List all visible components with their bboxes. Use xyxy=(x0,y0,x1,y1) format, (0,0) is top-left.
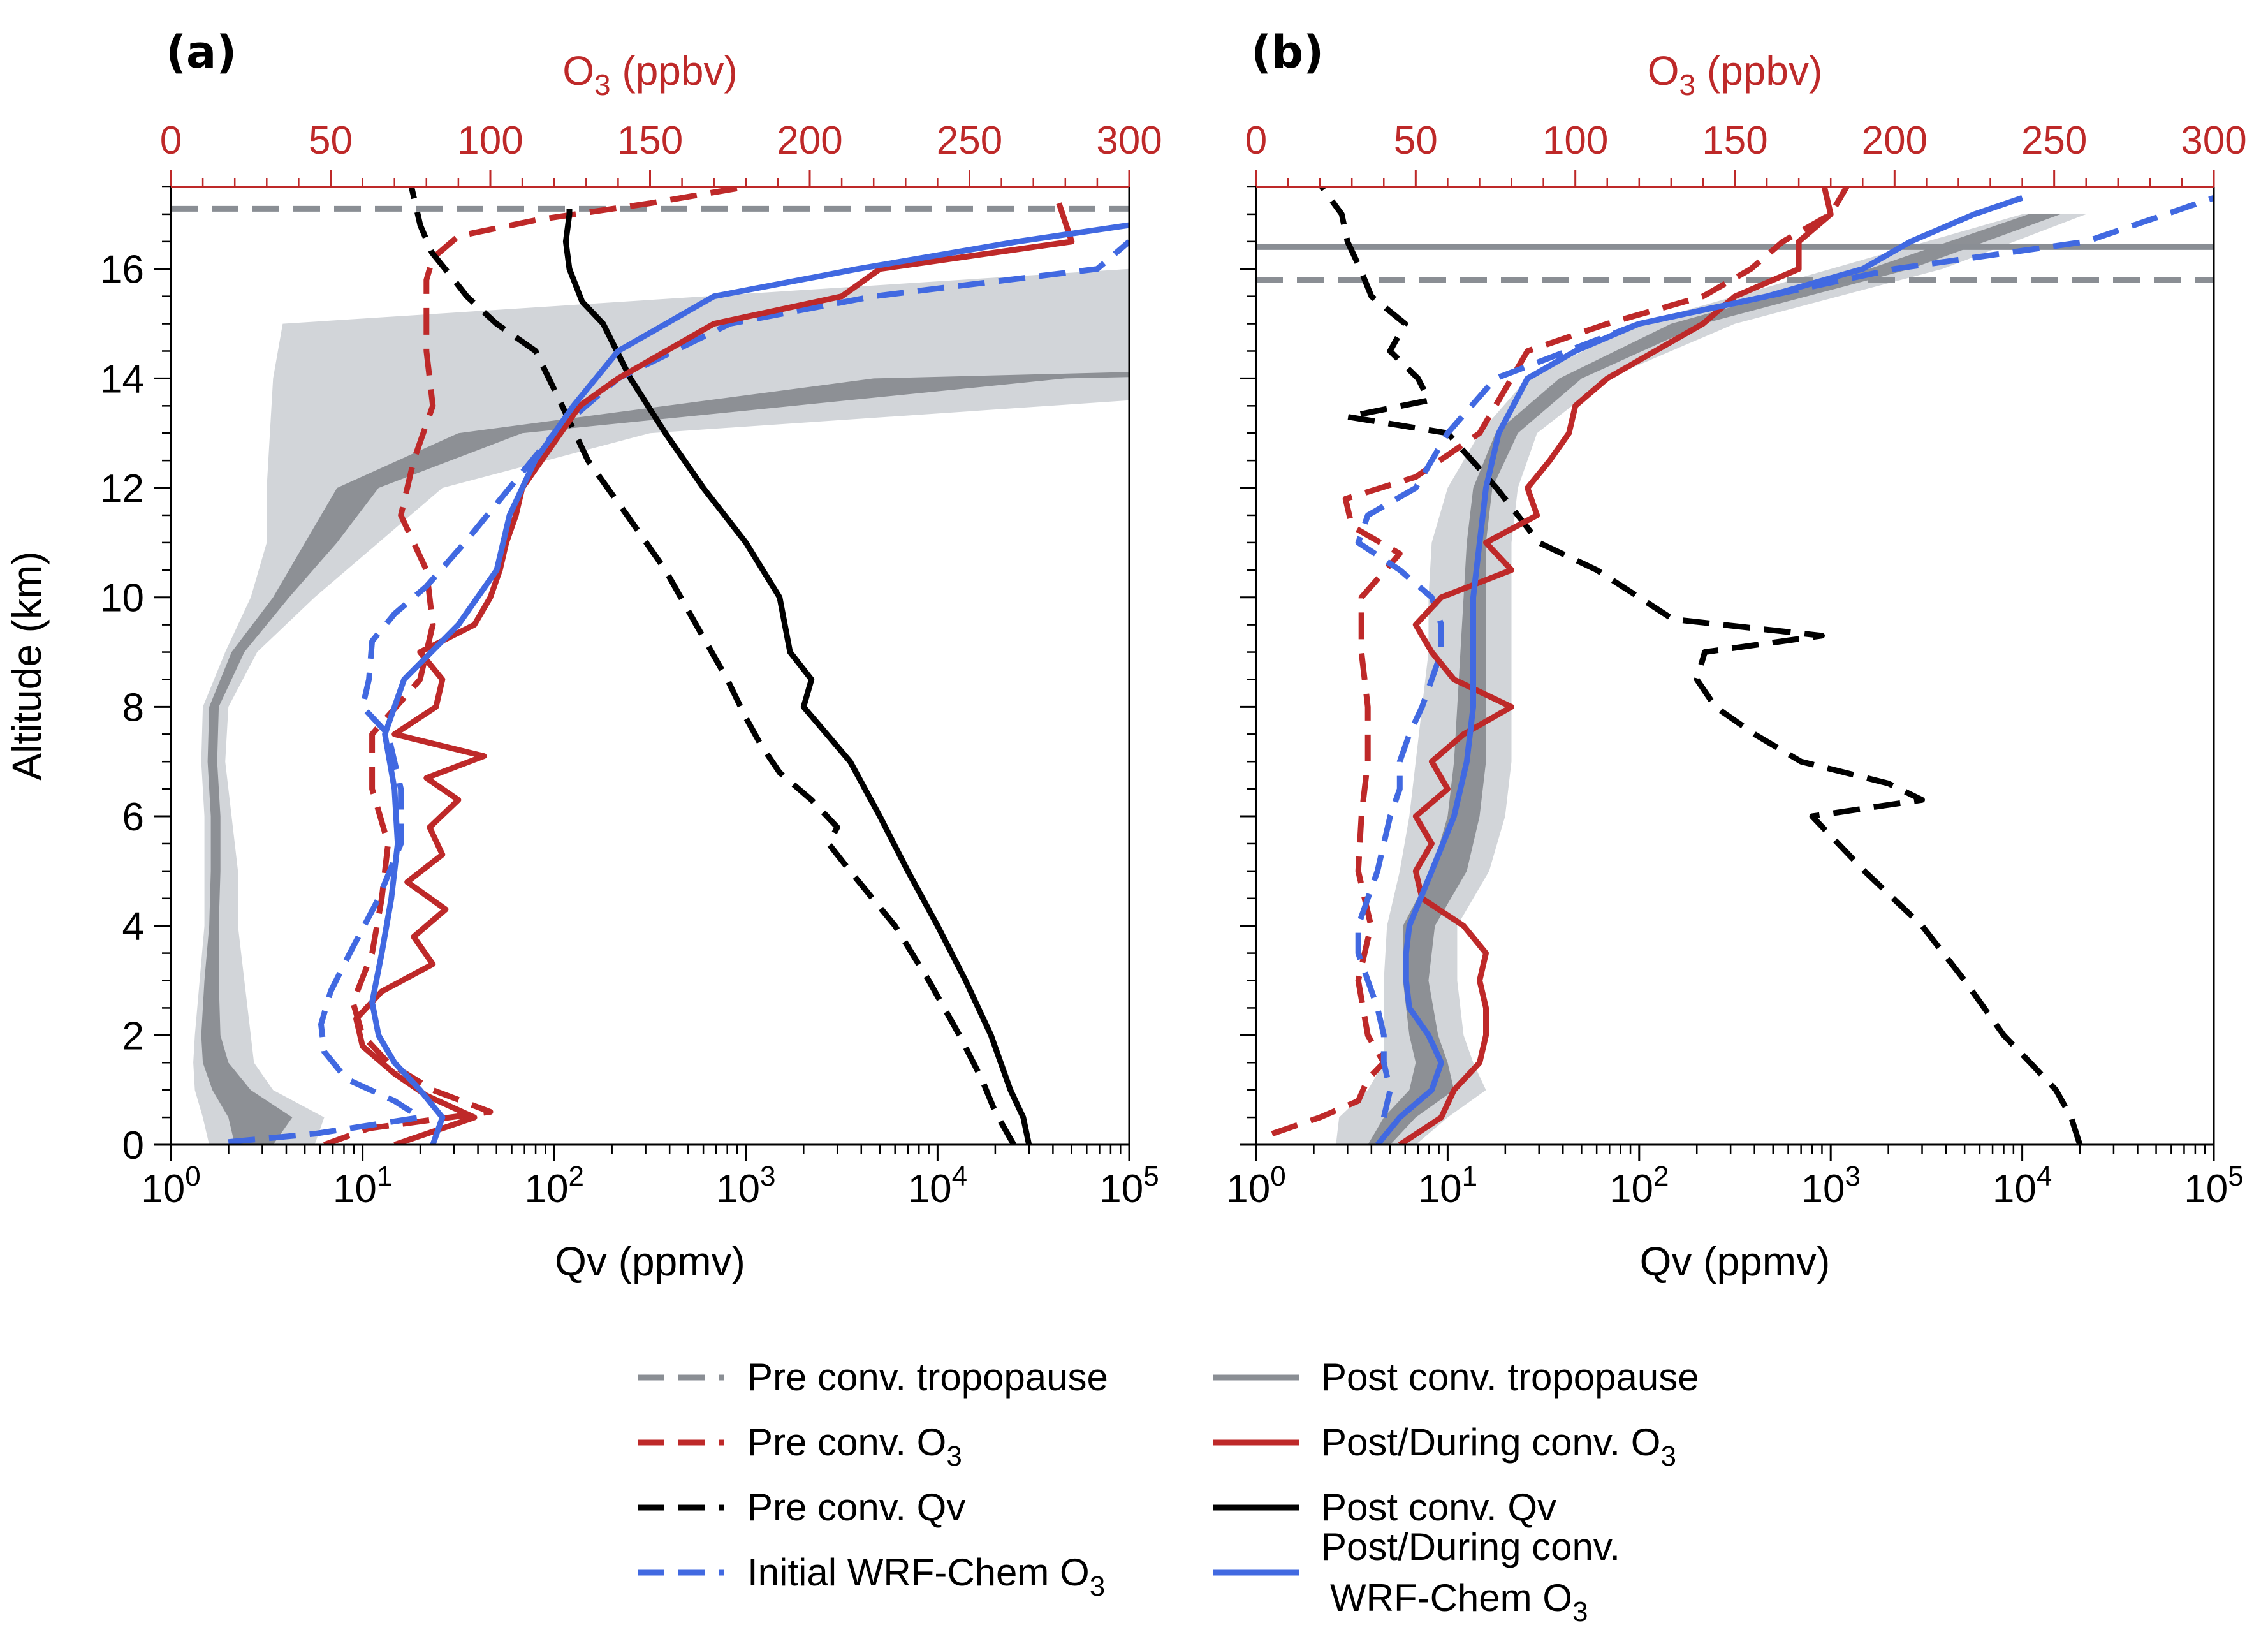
legend-item-post_trop: Post conv. tropopause xyxy=(1213,1356,1699,1399)
x-tick-label: 105 xyxy=(1099,1161,1159,1211)
x-tick-label: 101 xyxy=(1418,1161,1477,1211)
x-tick-label: 100 xyxy=(141,1161,200,1211)
x2-tick-label: 0 xyxy=(160,119,182,163)
x-tick-label: 104 xyxy=(908,1161,967,1211)
legend: Pre conv. tropopause Post conv. tropopaus… xyxy=(638,1356,1699,1628)
panel-label: (a) xyxy=(166,26,237,78)
legend-label: Post/During conv. O3 xyxy=(1321,1421,1676,1472)
series-line-2 xyxy=(562,209,1032,1145)
panel-b: 100 101 102 103 104 105 Qv (ppmv) 0 50 100 150 200 2… xyxy=(1226,26,2246,1284)
series-line-2 xyxy=(1355,195,2214,1119)
x2-tick-label: 300 xyxy=(2181,119,2246,163)
x2-tick-label: 300 xyxy=(1096,119,1162,163)
legend-item-post_qv: Post conv. Qv xyxy=(1213,1486,1556,1529)
x-tick-label: 103 xyxy=(716,1161,775,1211)
x-tick-label: 100 xyxy=(1226,1161,1285,1211)
series-line-3 xyxy=(228,239,1129,1145)
legend-label: Initial WRF-Chem O3 xyxy=(747,1551,1105,1602)
x2-tick-label: 200 xyxy=(1862,119,1928,163)
x2-tick-label: 50 xyxy=(1394,119,1438,163)
x2-tick-label: 200 xyxy=(777,119,842,163)
y-tick-label: 14 xyxy=(100,357,144,401)
x2-tick-label: 150 xyxy=(1702,119,1767,163)
x2-axis-label: O3 (ppbv) xyxy=(1648,48,1823,101)
x2-tick-label: 100 xyxy=(457,119,523,163)
legend-label-line2: WRF-Chem O3 xyxy=(1330,1576,1588,1628)
y-axis-label: Altitude (km) xyxy=(4,551,50,780)
legend-label: Pre conv. O3 xyxy=(747,1421,962,1472)
plot-area xyxy=(1256,187,2214,1145)
legend-item-pre_qv: Pre conv. Qv xyxy=(638,1486,965,1529)
x-axis-label: Qv (ppmv) xyxy=(1640,1238,1831,1284)
y-tick-label: 2 xyxy=(122,1014,144,1058)
legend-label: Post conv. tropopause xyxy=(1321,1356,1699,1399)
band-outer xyxy=(193,268,1129,1145)
legend-item-pre_trop: Pre conv. tropopause xyxy=(638,1356,1108,1399)
x2-tick-label: 100 xyxy=(1542,119,1608,163)
y-tick-label: 4 xyxy=(122,905,144,949)
series-line-0 xyxy=(323,187,747,1145)
legend-label: Post conv. Qv xyxy=(1321,1486,1556,1529)
y-tick-label: 0 xyxy=(122,1124,144,1168)
series-line-0 xyxy=(1271,187,1850,1137)
x2-tick-label: 250 xyxy=(2021,119,2087,163)
series-line-3 xyxy=(1398,187,1834,1145)
series-line-4 xyxy=(1375,195,2024,1145)
legend-item-init_wrf: Initial WRF-Chem O3 xyxy=(638,1551,1105,1602)
series-line-4 xyxy=(353,202,1075,1145)
y-tick-label: 10 xyxy=(100,577,144,621)
band-outer xyxy=(1336,214,2086,1145)
x2-axis-label: O3 (ppbv) xyxy=(562,48,738,101)
x-axis-label: Qv (ppmv) xyxy=(555,1238,745,1284)
y-tick-label: 8 xyxy=(122,686,144,730)
x-tick-label: 101 xyxy=(333,1161,392,1211)
x-tick-label: 102 xyxy=(1609,1161,1669,1211)
series-line-1 xyxy=(408,187,1016,1145)
y-tick-label: 12 xyxy=(100,467,144,511)
legend-item-post_wrf: Post/During conv. WRF-Chem O3 xyxy=(1213,1525,1620,1628)
x-tick-label: 105 xyxy=(2184,1161,2243,1211)
legend-item-pre_o3: Pre conv. O3 xyxy=(638,1421,962,1472)
x-tick-label: 104 xyxy=(1993,1161,2052,1211)
x2-tick-label: 150 xyxy=(617,119,683,163)
legend-label: Pre conv. Qv xyxy=(747,1486,965,1529)
x-tick-label: 102 xyxy=(524,1161,583,1211)
y-tick-label: 6 xyxy=(122,795,144,839)
panel-label: (b) xyxy=(1251,26,1324,78)
legend-label: Pre conv. tropopause xyxy=(747,1356,1108,1399)
x2-tick-label: 50 xyxy=(309,119,353,163)
legend-item-post_o3: Post/During conv. O3 xyxy=(1213,1421,1676,1472)
x2-tick-label: 0 xyxy=(1245,119,1267,163)
y-tick-label: 16 xyxy=(100,248,144,292)
plot-area xyxy=(171,187,1129,1145)
x-tick-label: 103 xyxy=(1801,1161,1860,1211)
series-line-1 xyxy=(1319,187,2083,1145)
legend-label: Post/During conv. xyxy=(1321,1525,1620,1568)
x2-tick-label: 250 xyxy=(937,119,1002,163)
series-line-5 xyxy=(369,222,1129,1145)
